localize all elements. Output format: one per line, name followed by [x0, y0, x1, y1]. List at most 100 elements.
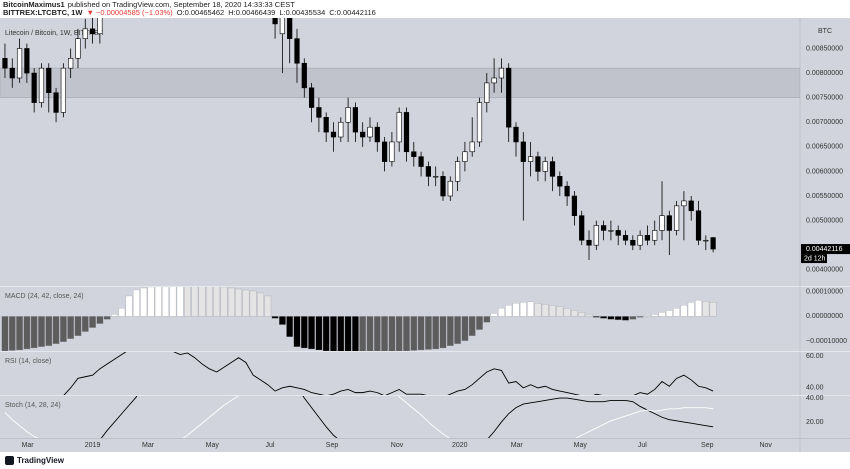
countdown-label: 2d 12h [804, 255, 826, 262]
candle-body [564, 185, 570, 197]
candle-body [411, 151, 417, 157]
macd-bar [111, 314, 118, 317]
y-tick-label: 0.00400000 [806, 267, 843, 274]
pane [63, 352, 714, 395]
pane [0, 18, 800, 260]
macd-bar [271, 316, 279, 319]
macd-bar [344, 316, 352, 351]
y-tick-label: 40.00 [806, 395, 824, 402]
candle-body [330, 131, 337, 138]
candle-body [381, 141, 388, 162]
x-tick-label: Mar [511, 442, 524, 449]
macd-bar [176, 287, 184, 317]
candle-body [666, 215, 672, 231]
macd-bar [300, 316, 308, 349]
candle-body [60, 67, 66, 113]
macd-bar [461, 316, 469, 341]
candle-body [323, 117, 329, 133]
candle-body [367, 126, 373, 138]
macd-bar [585, 314, 593, 317]
macd-bar [439, 316, 447, 349]
macd-bar [636, 316, 644, 318]
macd-bar [629, 316, 637, 320]
candle-body [53, 92, 59, 113]
y-tick-label: 0.00700000 [806, 119, 843, 126]
macd-bar [578, 312, 586, 317]
footer-brand: TradingView [17, 456, 65, 465]
candle-body [506, 67, 512, 128]
macd-bar [490, 313, 498, 317]
macd-bar [658, 312, 666, 317]
candle-body [549, 161, 556, 177]
macd-bar [213, 287, 221, 317]
macd-bar [622, 316, 629, 321]
macd-bar [403, 316, 410, 351]
candle-body [469, 141, 475, 153]
macd-bar [337, 316, 345, 351]
candle-body [520, 141, 526, 162]
candle-body [418, 156, 424, 167]
macd-bar [206, 287, 213, 317]
candle-body [389, 141, 395, 162]
macd-bar [67, 316, 75, 339]
macd-bar [373, 316, 381, 351]
chart-bg [0, 18, 850, 452]
candle-body [542, 161, 548, 172]
x-tick-label: 2020 [452, 442, 468, 449]
last-price-box [801, 244, 850, 255]
macd-bar [81, 316, 89, 332]
macd-bar [293, 316, 301, 347]
macd-bar [352, 316, 359, 351]
macd-bar [162, 287, 169, 317]
macd-bar [549, 305, 556, 317]
candle-body [637, 235, 643, 246]
macd-bar [607, 316, 615, 320]
macd-bar [118, 308, 126, 317]
macd-bar [702, 301, 710, 317]
high: H:0.00466439 [228, 8, 275, 17]
macd-bar [257, 292, 264, 317]
candle-body [674, 205, 680, 231]
x-tick-label: May [574, 442, 588, 449]
pane [4, 396, 714, 438]
candle-body [24, 48, 30, 74]
macd-bar [198, 287, 206, 317]
x-tick-label: 2019 [85, 442, 101, 449]
pane [1, 287, 717, 351]
x-tick-label: Jul [265, 442, 274, 449]
candle-body [579, 215, 585, 241]
macd-bar [125, 295, 133, 317]
candle-body [360, 131, 366, 138]
macd-bar [395, 316, 403, 351]
macd-bar [45, 316, 53, 346]
macd-bar [556, 306, 564, 317]
candle-body [396, 112, 402, 143]
macd-bar [191, 287, 199, 317]
macd-bar [249, 290, 257, 317]
macd-bar [680, 305, 688, 317]
candle-body [352, 107, 358, 133]
macd-bar [89, 316, 96, 328]
candle-body [75, 38, 81, 59]
candle-body [31, 72, 37, 103]
pane-title: Stoch (14, 28, 24) [5, 402, 61, 409]
candle-body [593, 225, 599, 246]
macd-bar [571, 310, 578, 317]
candle-body [374, 126, 380, 143]
y-tick-label: 0.00650000 [806, 144, 843, 151]
candle-body [710, 237, 716, 250]
x-tick-label: May [206, 442, 220, 449]
macd-bar [38, 316, 45, 347]
candle-body [455, 161, 461, 182]
candle-body [345, 107, 351, 123]
author: BitcoinMaximus1 [3, 0, 65, 9]
candle-body [615, 230, 621, 236]
candle-body [38, 67, 45, 103]
candle-body [498, 67, 505, 79]
macd-bar [60, 316, 67, 342]
macd-bar [417, 316, 425, 351]
candle-body [681, 200, 687, 207]
macd-bar [16, 316, 23, 351]
candle-body [294, 38, 300, 64]
macd-bar [651, 314, 659, 317]
